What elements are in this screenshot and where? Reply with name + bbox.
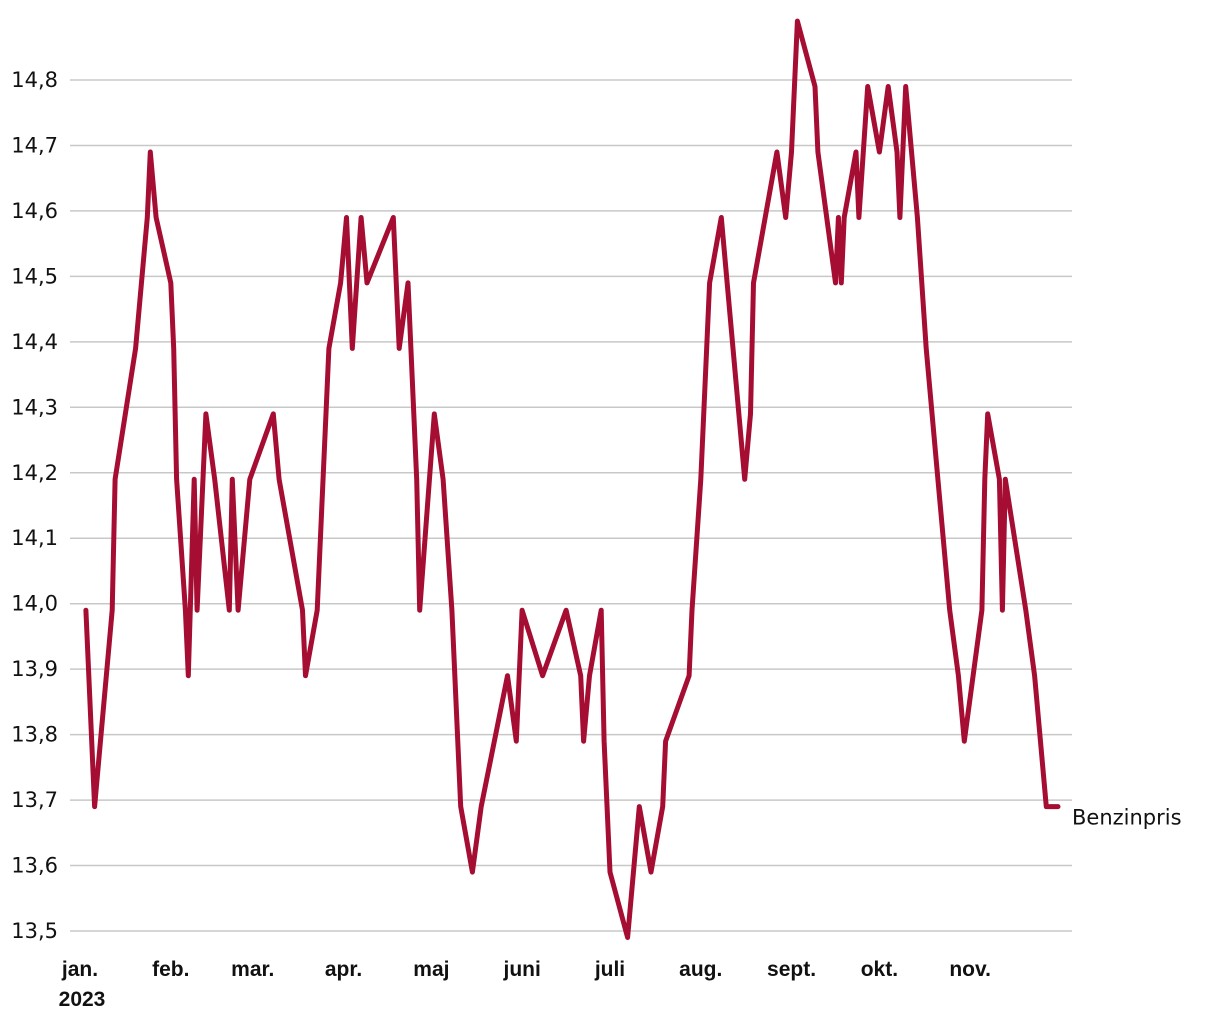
- x-axis: jan. 2023 feb. mar. apr. maj juni juli aug. sept.…: [59, 958, 991, 1011]
- x-tick-sublabel: 2023: [59, 988, 106, 1011]
- y-tick-label: 13,8: [11, 723, 58, 747]
- y-tick-label: 13,7: [11, 788, 58, 812]
- series-layer: [83, 18, 1061, 940]
- y-tick-label: 14,5: [11, 264, 58, 288]
- y-tick-label: 13,6: [11, 854, 58, 878]
- x-tick-label: feb.: [152, 958, 189, 981]
- x-tick-label: sept.: [767, 958, 816, 981]
- series-end-label: Benzinpris: [1072, 806, 1182, 830]
- series-line-benzinpris: [83, 18, 1061, 940]
- y-tick-label: 14,8: [11, 68, 58, 92]
- y-tick-label: 13,5: [11, 919, 58, 943]
- x-tick-label: maj: [413, 958, 449, 981]
- y-tick-label: 14,1: [11, 526, 58, 550]
- x-tick-label: jan.: [61, 958, 98, 981]
- y-tick-label: 13,9: [11, 657, 58, 681]
- x-tick-label: okt.: [861, 958, 898, 981]
- y-tick-label: 14,4: [11, 330, 58, 354]
- x-tick-label: juni: [502, 958, 540, 981]
- x-tick-label: nov.: [949, 958, 991, 981]
- series-labels: Benzinpris: [1072, 806, 1182, 830]
- x-tick-label: aug.: [679, 958, 722, 981]
- x-tick-label: mar.: [231, 958, 274, 981]
- y-tick-label: 14,2: [11, 461, 58, 485]
- grid-lines: [70, 79, 1072, 932]
- y-tick-label: 14,6: [11, 199, 58, 223]
- x-tick-label: juli: [594, 958, 625, 981]
- x-tick-label: apr.: [325, 958, 362, 981]
- y-axis: 14,8 14,7 14,6 14,5 14,4 14,3 14,2 14,1 14,0 13,9…: [11, 68, 58, 943]
- y-tick-label: 14,7: [11, 133, 58, 157]
- y-tick-label: 14,3: [11, 395, 58, 419]
- y-tick-label: 14,0: [11, 592, 58, 616]
